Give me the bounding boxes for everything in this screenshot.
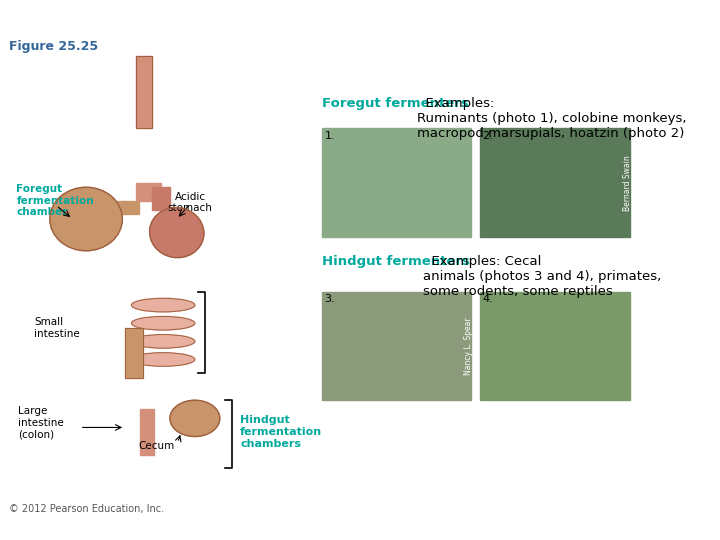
Ellipse shape (132, 353, 195, 366)
Text: Examples: Cecal
animals (photos 3 and 4), primates,
some rodents, some reptiles: Examples: Cecal animals (photos 3 and 4)… (423, 255, 662, 298)
Bar (136, 56, 152, 129)
Text: Cecum: Cecum (139, 441, 175, 450)
Bar (322, 129, 472, 237)
Bar (98, 201, 139, 214)
Text: Foregut
fermentation
chamber: Foregut fermentation chamber (17, 184, 94, 218)
Bar (125, 328, 143, 377)
Text: 2.: 2. (482, 131, 493, 141)
Bar (136, 183, 161, 201)
Ellipse shape (132, 335, 195, 348)
Text: Figure 25.25: Figure 25.25 (9, 40, 98, 53)
Bar (136, 56, 152, 129)
Bar (140, 409, 154, 455)
Text: Hindgut fermenters: Hindgut fermenters (322, 255, 469, 268)
Text: © 2012 Pearson Education, Inc.: © 2012 Pearson Education, Inc. (9, 504, 164, 515)
Bar (480, 129, 630, 237)
Ellipse shape (132, 298, 195, 312)
Text: Examples:
Ruminants (photo 1), colobine monkeys,
macropod marsupials, hoatzin (p: Examples: Ruminants (photo 1), colobine … (417, 97, 686, 140)
Bar (322, 292, 472, 400)
Ellipse shape (50, 187, 122, 251)
Text: 4.: 4. (482, 294, 493, 304)
Text: Foregut fermenters: Foregut fermenters (322, 97, 469, 110)
Ellipse shape (150, 207, 204, 258)
Text: Hindgut
fermentation
chambers: Hindgut fermentation chambers (240, 415, 323, 449)
Text: 3.: 3. (325, 294, 335, 304)
Text: Bernard Swain: Bernard Swain (623, 155, 631, 211)
Text: 1.: 1. (325, 131, 335, 141)
Bar (125, 328, 143, 377)
Ellipse shape (170, 400, 220, 436)
Bar (152, 187, 171, 210)
Text: Acidic
stomach: Acidic stomach (168, 192, 212, 213)
Text: Large
intestine
(colon): Large intestine (colon) (18, 406, 64, 440)
Text: Small
intestine: Small intestine (35, 317, 80, 339)
Bar (480, 292, 630, 400)
Ellipse shape (132, 316, 195, 330)
Text: Nancy L. Spear: Nancy L. Spear (464, 317, 473, 375)
